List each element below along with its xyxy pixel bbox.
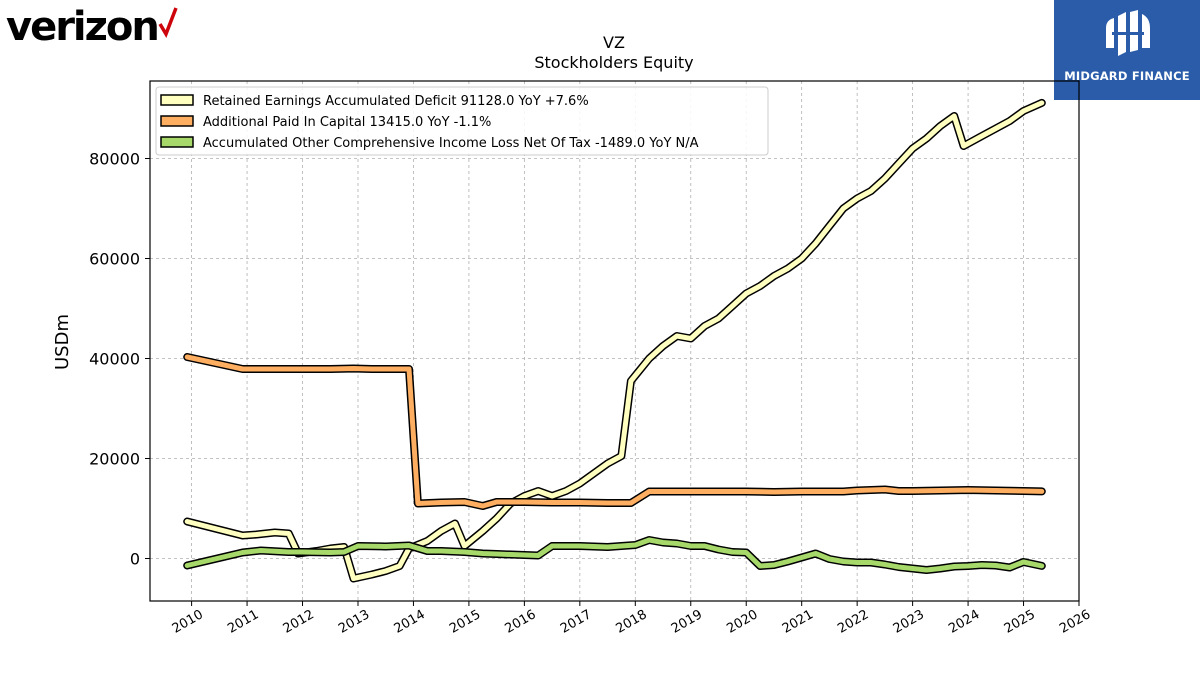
legend-entry: Accumulated Other Comprehensive Income L… xyxy=(203,136,699,151)
series-line xyxy=(184,354,1045,509)
check-icon xyxy=(158,7,178,38)
legend-entry: Additional Paid In Capital 13415.0 YoY -… xyxy=(203,115,491,130)
legend-entry: Retained Earnings Accumulated Deficit 91… xyxy=(203,94,589,109)
series-line xyxy=(184,100,1045,581)
y-tick-label: 0 xyxy=(130,550,140,569)
series-outline xyxy=(183,98,1046,583)
x-tick-label: 2012 xyxy=(281,607,317,637)
midgard-finance-logo: MIDGARD FINANCE xyxy=(1054,0,1200,100)
x-tick-label: 2016 xyxy=(503,607,539,637)
legend-swatch xyxy=(160,136,194,148)
midgard-emblem-icon xyxy=(1106,10,1150,56)
chart-title: VZ xyxy=(603,33,625,52)
x-tick-label: 2023 xyxy=(891,607,927,637)
x-tick-label: 2021 xyxy=(780,607,816,637)
y-tick-label: 20000 xyxy=(89,450,140,469)
series-lines xyxy=(183,98,1046,583)
y-axis-label: USDm xyxy=(52,314,73,370)
x-tick-label: 2013 xyxy=(336,607,372,637)
series-line xyxy=(184,537,1045,573)
x-tick-label: 2025 xyxy=(1002,607,1038,637)
legend: Retained Earnings Accumulated Deficit 91… xyxy=(155,86,769,156)
series-outline xyxy=(183,353,1046,510)
grid xyxy=(150,81,1080,601)
x-tick-label: 2018 xyxy=(613,607,649,637)
x-tick-label: 2015 xyxy=(447,607,483,637)
x-tick-label: 2024 xyxy=(946,607,982,637)
x-tick-label: 2010 xyxy=(170,607,206,637)
legend-swatch xyxy=(160,115,194,127)
x-tick-label: 2011 xyxy=(225,607,261,637)
x-tick-label: 2014 xyxy=(392,607,428,637)
verizon-logo-text: verizon xyxy=(6,4,158,50)
x-tick-label: 2017 xyxy=(558,607,594,637)
verizon-logo: verizon xyxy=(4,2,184,50)
x-tick-label: 2022 xyxy=(835,607,871,637)
legend-swatch xyxy=(160,94,194,106)
y-tick-label: 80000 xyxy=(89,150,140,169)
plot-frame xyxy=(149,80,1080,602)
x-tick-label: 2019 xyxy=(669,607,705,637)
brand-name: MIDGARD FINANCE xyxy=(1064,69,1190,83)
x-axis-ticks: 2010 2011 2012 2013 2014 2015 2016 2017 2018 2019… xyxy=(170,601,1093,637)
legend-box xyxy=(155,86,769,156)
y-axis-ticks: 0 20000 40000 60000 80000 xyxy=(89,150,150,569)
y-tick-label: 40000 xyxy=(89,350,140,369)
x-tick-label: 2026 xyxy=(1057,607,1093,637)
y-tick-label: 60000 xyxy=(89,250,140,269)
x-tick-label: 2020 xyxy=(724,607,760,637)
chart-subtitle: Stockholders Equity xyxy=(534,53,693,72)
